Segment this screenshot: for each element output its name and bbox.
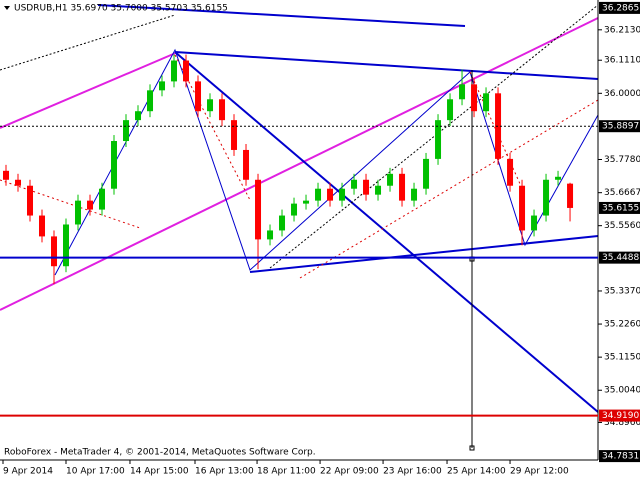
level-box (599, 251, 640, 264)
candle-body (27, 185, 34, 216)
candle-body (279, 215, 286, 231)
candle-body (291, 203, 298, 216)
candle-body (363, 179, 370, 195)
candle-body (159, 81, 166, 91)
y-tick-label: 35.6667 (604, 188, 640, 198)
candle-body (411, 188, 418, 201)
candle-body (483, 93, 490, 112)
candle-body (435, 120, 442, 159)
candle-body (243, 149, 250, 180)
candle-body (15, 179, 22, 186)
candle-body (207, 99, 214, 112)
y-tick-label: 35.1150 (604, 353, 640, 363)
candle-body (339, 188, 346, 201)
handle (469, 445, 475, 451)
candle-body (315, 188, 322, 201)
trend-line (174, 51, 599, 413)
trend-line (0, 51, 179, 129)
trend-line (249, 235, 599, 273)
candle-body (267, 230, 274, 240)
y-tick-label: 35.7780 (604, 155, 640, 165)
level-box (599, 1, 640, 14)
x-tick-label: 9 Apr 2014 (3, 467, 53, 477)
y-tick-label: 34.8960 (604, 418, 640, 428)
candle-body (183, 60, 190, 82)
candle-body (195, 81, 202, 112)
candle-body (171, 60, 178, 82)
collapse-icon (4, 6, 10, 10)
level-box (599, 201, 640, 214)
x-tick-label: 10 Apr 17:00 (66, 467, 125, 477)
level-label: 34.7831 (602, 452, 639, 462)
candle-body (63, 224, 70, 267)
candle-body (87, 200, 94, 210)
candle-body (3, 170, 10, 180)
level-box (599, 120, 640, 133)
candle-body (567, 183, 574, 208)
y-tick-label: 35.0040 (604, 386, 640, 396)
candle-body (231, 120, 238, 150)
x-tick-label: 18 Apr 11:00 (257, 467, 316, 477)
wave-line (54, 48, 599, 276)
candle-body (543, 179, 550, 216)
candle-body (495, 93, 502, 159)
y-tick-label: 36.1110 (604, 56, 640, 66)
level-label: 35.6155 (602, 203, 639, 213)
chart-title: USDRUB,H1 35.6970 35.7000 35.5703 35.615… (14, 4, 228, 14)
candle-body (387, 173, 394, 186)
x-tick-label: 23 Apr 16:00 (383, 467, 442, 477)
analysis-drawings (0, 4, 599, 451)
candle-body (219, 99, 226, 121)
x-tick-label: 16 Apr 13:00 (195, 467, 254, 477)
level-label: 35.8897 (602, 122, 639, 132)
candle-body (519, 185, 526, 231)
y-tick-label: 35.5560 (604, 221, 640, 231)
trend-line (174, 51, 599, 80)
trend-line (97, 4, 466, 27)
footnote: RoboForex - MetaTrader 4, © 2001-2014, M… (4, 448, 316, 458)
candle-body (255, 179, 262, 240)
candle-body (555, 176, 562, 180)
candle-body (351, 179, 358, 189)
candle-body (471, 84, 478, 112)
level-box (599, 409, 640, 422)
level-label: 35.4488 (602, 253, 639, 263)
x-tick-label: 25 Apr 14:00 (447, 467, 506, 477)
level-label: 34.9190 (602, 411, 639, 421)
dotted-line (0, 14, 176, 71)
x-tick-label: 22 Apr 09:00 (320, 467, 379, 477)
candle-body (423, 158, 430, 189)
y-tick-label: 35.2260 (604, 320, 640, 330)
candle-body (99, 188, 106, 210)
candle-body (111, 141, 118, 189)
y-tick-label: 35.3370 (604, 286, 640, 296)
candle-body (507, 158, 514, 186)
candle-body (147, 90, 154, 112)
trend-line (0, 17, 599, 311)
candle-body (39, 215, 46, 237)
x-tick-label: 14 Apr 15:00 (130, 467, 189, 477)
candle-body (459, 84, 466, 100)
candle-body (135, 111, 142, 121)
candle-body (531, 215, 538, 231)
dotted-line (174, 54, 251, 201)
candle-body (75, 200, 82, 225)
candle-body (399, 173, 406, 201)
candle-body (51, 236, 58, 267)
candle-body (327, 188, 334, 201)
candle-body (375, 185, 382, 195)
candle-body (123, 120, 130, 142)
y-tick-label: 36.2130 (604, 25, 640, 35)
x-tick-label: 29 Apr 12:00 (510, 467, 569, 477)
level-label: 36.2865 (602, 3, 639, 13)
candle-body (303, 200, 310, 204)
y-tick-label: 36.0000 (604, 89, 640, 99)
level-box (599, 450, 640, 463)
candle-body (447, 99, 454, 121)
